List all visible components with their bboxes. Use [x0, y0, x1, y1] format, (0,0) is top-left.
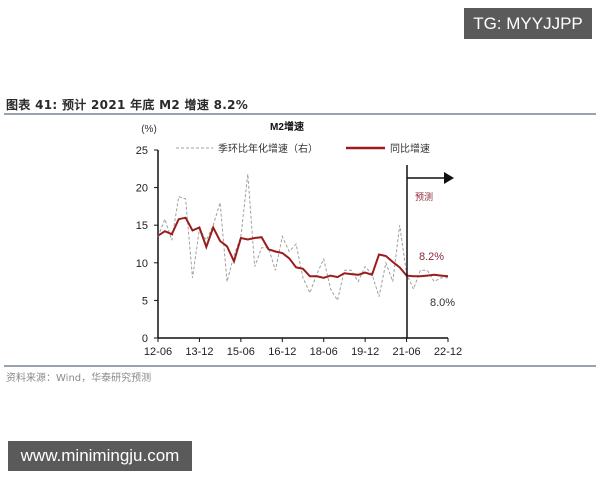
y-tick-label: 5: [142, 295, 148, 307]
y-tick-label: 15: [136, 220, 148, 232]
x-tick-label: 15-06: [227, 346, 255, 358]
annotation-qoq-end: 8.0%: [430, 297, 455, 309]
x-tick-label: 12-06: [144, 346, 172, 358]
y-axis: 0 5 10 15 20 25: [136, 145, 159, 345]
chart-title: M2增速: [270, 120, 304, 133]
y-axis-unit: (%): [141, 124, 157, 135]
y-tick-label: 0: [142, 333, 148, 345]
y-tick-label: 20: [136, 183, 148, 195]
x-tick-label: 16-12: [268, 346, 296, 358]
figure-title: 图表 41: 预计 2021 年底 M2 增速 8.2%: [6, 98, 249, 112]
annotation-yoy-end: 8.2%: [419, 251, 444, 263]
x-tick-label: 21-06: [393, 346, 421, 358]
source-divider: [4, 365, 596, 367]
x-tick-label: 18-06: [310, 346, 338, 358]
y-tick-label: 10: [136, 258, 148, 270]
source-note: 资料来源：Wind，华泰研究预测: [6, 373, 152, 384]
watermark-tg: TG: MYYJJPP: [464, 8, 592, 39]
legend-label-yoy: 同比增速: [390, 142, 430, 155]
x-tick-label: 13-12: [185, 346, 213, 358]
x-tick-label: 19-12: [351, 346, 379, 358]
forecast-label: 预测: [415, 192, 433, 202]
x-tick-label: 22-12: [434, 346, 462, 358]
series-yoy-line: [157, 216, 449, 279]
y-tick-label: 25: [136, 145, 148, 157]
legend: 季环比年化增速（右） 同比增速: [176, 142, 430, 155]
x-axis: 12-06 13-12 15-06 16-12 18-06 19-12 21-06 22-12: [144, 337, 462, 358]
legend-label-qoq: 季环比年化增速（右）: [218, 142, 318, 155]
series-qoq-annualized-line: [157, 174, 448, 302]
title-divider: [4, 113, 596, 115]
watermark-site: www.minimingju.com: [8, 441, 192, 471]
forecast-arrow-icon: [444, 172, 454, 184]
